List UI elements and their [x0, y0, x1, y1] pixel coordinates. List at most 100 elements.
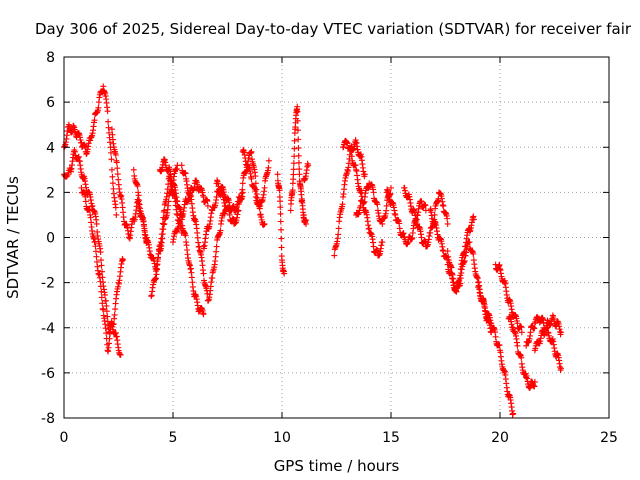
- data-point: [178, 162, 185, 169]
- data-point: [294, 103, 301, 110]
- data-point: [302, 220, 309, 227]
- data-point: [392, 211, 399, 218]
- data-point: [457, 280, 464, 287]
- y-tick-label: 2: [46, 185, 55, 201]
- data-point: [440, 202, 447, 209]
- data-point: [335, 225, 342, 232]
- data-point: [130, 166, 137, 173]
- y-tick-label: 6: [46, 95, 55, 111]
- data-point: [99, 300, 106, 307]
- data-point: [93, 220, 100, 227]
- data-point: [113, 211, 120, 218]
- y-tick-label: -8: [41, 411, 55, 427]
- data-point: [290, 160, 297, 167]
- data-point: [252, 180, 259, 187]
- data-point: [161, 207, 168, 214]
- data-point: [98, 257, 105, 264]
- axis-ticks: [63, 56, 610, 419]
- data-point: [239, 180, 246, 187]
- data-point: [105, 124, 112, 131]
- data-point: [103, 302, 110, 309]
- data-point: [261, 184, 268, 191]
- data-point: [296, 166, 303, 173]
- y-tick-label: 4: [46, 140, 55, 156]
- data-point: [444, 220, 451, 227]
- data-point: [97, 283, 104, 290]
- data-point: [200, 311, 207, 318]
- data-point: [294, 127, 301, 134]
- data-point: [510, 410, 517, 417]
- data-point: [217, 227, 224, 234]
- data-point: [209, 275, 216, 282]
- data-point: [379, 220, 386, 227]
- data-point: [98, 288, 105, 295]
- data-point: [265, 164, 272, 171]
- data-point: [114, 171, 121, 178]
- data-point: [82, 198, 89, 205]
- data-point: [418, 234, 425, 241]
- data-point: [531, 325, 538, 332]
- y-tick-label: 0: [46, 231, 55, 247]
- data-point: [103, 308, 110, 315]
- data-point: [235, 207, 242, 214]
- data-point: [277, 210, 284, 217]
- x-tick-label: 0: [60, 430, 69, 446]
- data-point: [112, 151, 119, 158]
- data-point: [248, 175, 255, 182]
- data-point: [305, 162, 312, 169]
- data-point: [294, 117, 301, 124]
- data-point: [97, 249, 104, 256]
- y-tick-label: -2: [41, 276, 55, 292]
- data-point: [295, 152, 302, 159]
- data-point: [335, 231, 342, 238]
- data-point: [274, 171, 281, 178]
- data-point: [296, 171, 303, 178]
- y-axis-label: SDTVAR / TECUs: [4, 176, 22, 299]
- data-point: [531, 378, 538, 385]
- data-point: [91, 117, 98, 124]
- data-point: [422, 202, 429, 209]
- y-tick-label: 8: [46, 50, 55, 66]
- data-point: [99, 268, 106, 275]
- data-point: [278, 226, 285, 233]
- data-point: [114, 165, 121, 172]
- data-point: [92, 243, 99, 250]
- data-point: [418, 198, 425, 205]
- data-point: [119, 257, 126, 264]
- x-tick-label: 15: [382, 430, 400, 446]
- data-point: [374, 247, 381, 254]
- data-point: [470, 251, 477, 258]
- data-point: [518, 329, 525, 336]
- chart-title: Day 306 of 2025, Sidereal Day-to-day VTE…: [35, 20, 632, 38]
- data-point: [496, 342, 503, 349]
- x-axis-label: GPS time / hours: [274, 457, 400, 475]
- data-point: [470, 216, 477, 223]
- y-tick-labels: -8 -6 -4 -2 0 2 4 6 8: [41, 50, 55, 427]
- data-point: [248, 148, 255, 155]
- data-point: [295, 144, 302, 151]
- x-tick-label: 10: [273, 430, 291, 446]
- y-tick-label: -4: [41, 321, 55, 337]
- data-point: [98, 294, 105, 301]
- data-point: [160, 214, 167, 221]
- data-point: [281, 270, 288, 277]
- data-point: [422, 238, 429, 245]
- data-point: [112, 306, 119, 313]
- data-point: [370, 243, 377, 250]
- data-point: [558, 365, 565, 372]
- data-point: [265, 157, 272, 164]
- data-point: [115, 176, 122, 183]
- data-point: [105, 118, 112, 125]
- data-point: [339, 201, 346, 208]
- data-point: [86, 206, 93, 213]
- data-point: [200, 270, 207, 277]
- data-point: [379, 239, 386, 246]
- data-point: [287, 207, 294, 214]
- data-point: [113, 159, 120, 166]
- data-point: [182, 232, 189, 239]
- data-point: [290, 166, 297, 173]
- data-point: [213, 243, 220, 250]
- data-point: [117, 351, 124, 358]
- data-point: [158, 231, 165, 238]
